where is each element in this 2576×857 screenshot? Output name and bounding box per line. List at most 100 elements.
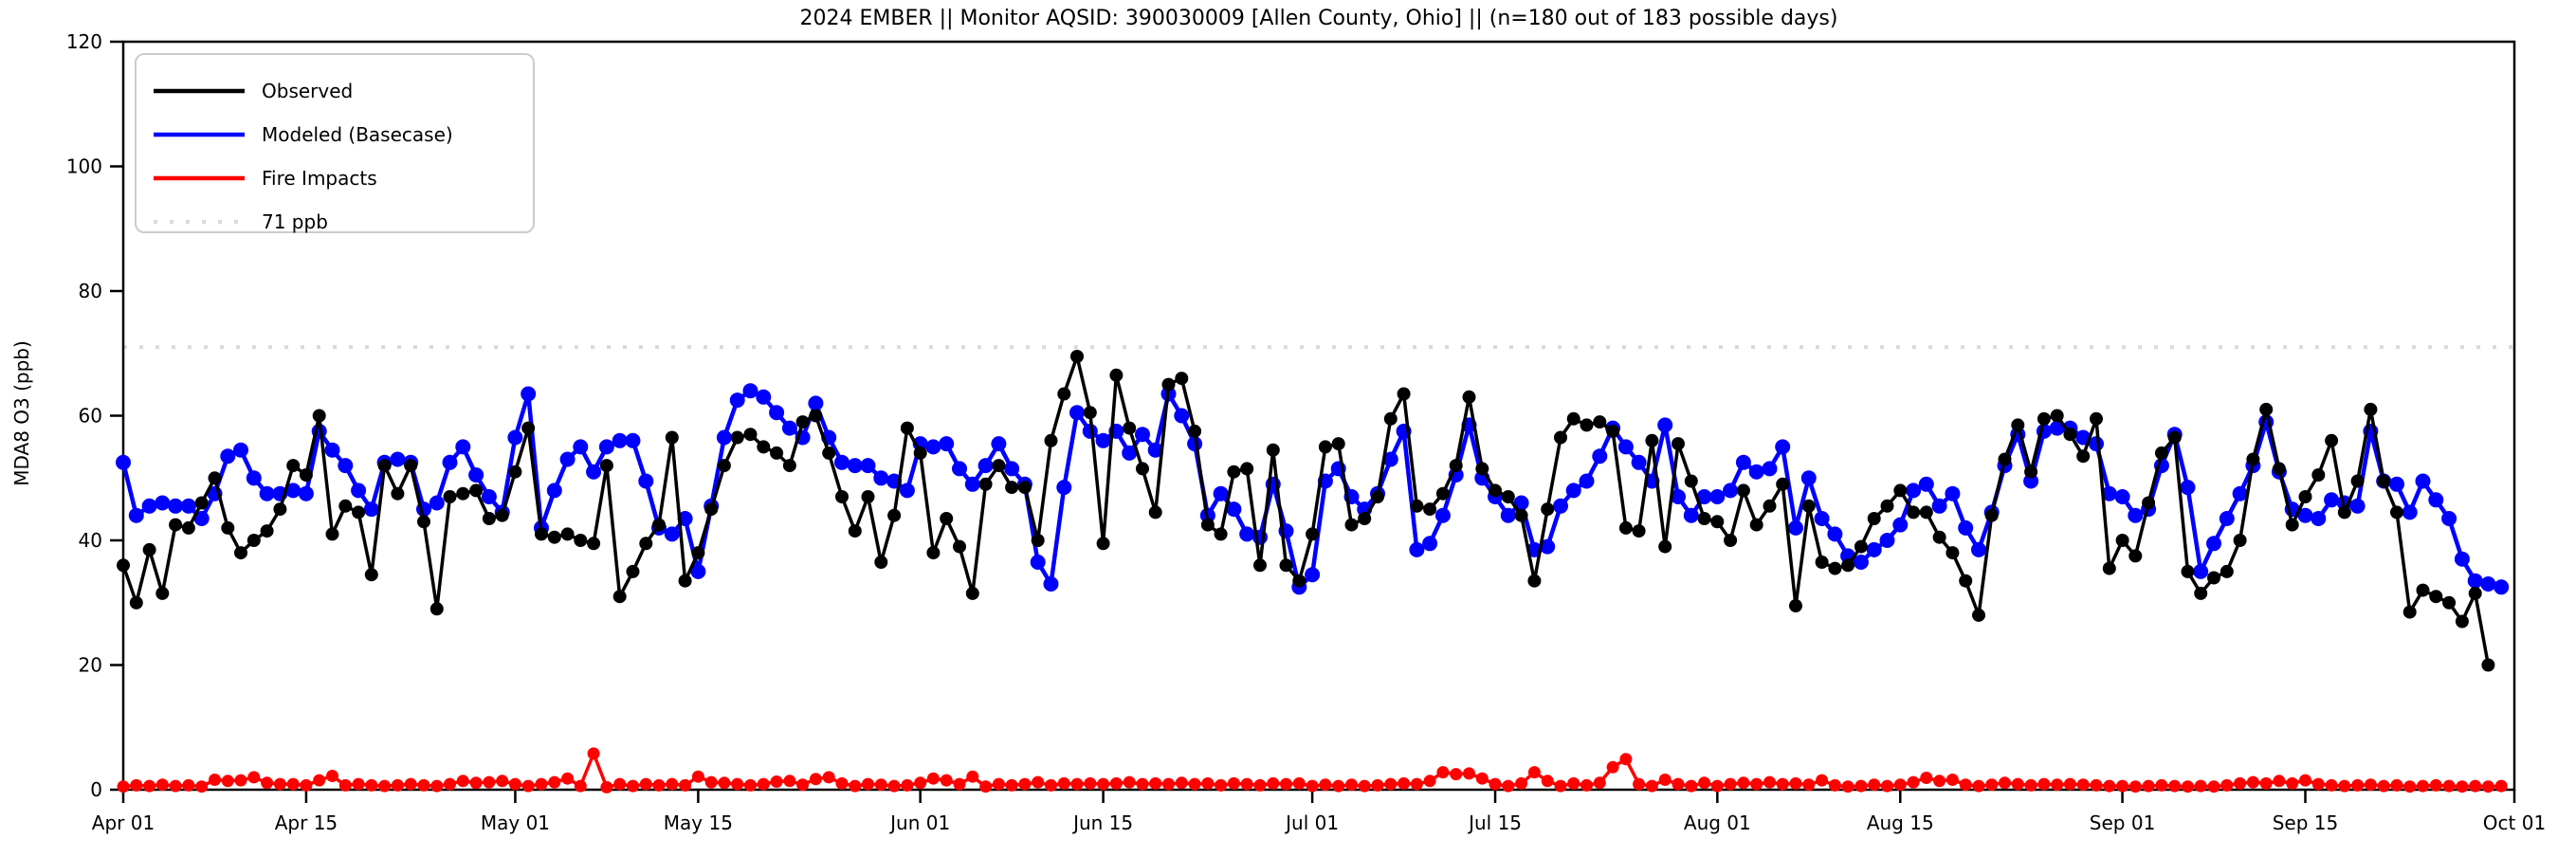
series-point-fire-impacts (1201, 776, 1215, 790)
series-point-fire-impacts (2417, 779, 2429, 793)
series-point-fire-impacts (169, 779, 182, 793)
series-point-modeled-basecase- (756, 389, 772, 405)
series-point-observed (1136, 462, 1149, 476)
series-point-fire-impacts (1292, 776, 1306, 790)
series-point-fire-impacts (535, 777, 548, 791)
series-point-observed (2024, 465, 2038, 479)
series-point-fire-impacts (2338, 779, 2351, 793)
series-point-fire-impacts (1593, 776, 1606, 790)
series-point-observed (299, 468, 313, 482)
series-point-observed (1475, 462, 1489, 476)
series-point-modeled-basecase- (1030, 555, 1046, 570)
series-point-observed (822, 446, 836, 460)
series-point-fire-impacts (1450, 768, 1463, 781)
series-point-fire-impacts (1567, 776, 1580, 790)
series-point-observed (1541, 502, 1555, 517)
series-point-fire-impacts (1724, 777, 1737, 791)
series-point-modeled-basecase- (324, 442, 340, 458)
series-point-fire-impacts (1398, 776, 1411, 790)
series-point-observed (1932, 530, 1946, 544)
x-tick-label: Sep 01 (2090, 811, 2156, 834)
series-point-observed (1240, 462, 1254, 476)
series-point-modeled-basecase- (2101, 485, 2117, 501)
series-point-fire-impacts (404, 777, 417, 791)
series-point-fire-impacts (1685, 779, 1698, 793)
series-point-fire-impacts (2024, 778, 2037, 792)
series-point-fire-impacts (2456, 780, 2469, 793)
series-point-observed (848, 524, 862, 538)
series-point-fire-impacts (1698, 776, 1711, 790)
series-point-observed (1253, 558, 1267, 573)
series-point-modeled-basecase- (873, 470, 889, 486)
series-point-fire-impacts (809, 773, 822, 786)
series-point-fire-impacts (561, 772, 575, 785)
series-point-fire-impacts (600, 780, 613, 793)
series-point-fire-impacts (2246, 775, 2259, 789)
series-point-fire-impacts (1972, 779, 1985, 793)
series-point-observed (364, 568, 378, 582)
series-point-fire-impacts (1097, 777, 1110, 791)
series-point-modeled-basecase- (363, 501, 379, 518)
series-point-modeled-basecase- (246, 470, 262, 486)
series-point-fire-impacts (1633, 777, 1646, 791)
series-point-observed (1684, 474, 1698, 488)
series-point-observed (521, 421, 536, 435)
series-point-modeled-basecase- (1918, 476, 1934, 492)
series-point-fire-impacts (2286, 776, 2299, 790)
series-point-modeled-basecase- (1434, 507, 1451, 523)
series-point-fire-impacts (953, 777, 966, 791)
series-point-fire-impacts (2011, 777, 2024, 791)
series-point-fire-impacts (1946, 774, 1959, 786)
series-point-modeled-basecase- (1565, 483, 1581, 499)
series-point-fire-impacts (940, 774, 953, 787)
y-tick-label: 100 (66, 155, 102, 178)
series-point-fire-impacts (1162, 777, 1175, 791)
series-point-fire-impacts (1933, 775, 1946, 788)
series-point-fire-impacts (247, 771, 261, 784)
series-point-observed (1279, 558, 1293, 573)
series-point-modeled-basecase- (952, 461, 967, 477)
series-point-modeled-basecase- (351, 483, 367, 499)
legend-fire-label: Fire Impacts (262, 167, 377, 190)
series-point-fire-impacts (352, 777, 365, 791)
series-point-modeled-basecase- (180, 498, 196, 514)
series-point-observed (1606, 424, 1620, 438)
series-point-fire-impacts (2481, 780, 2494, 793)
series-point-modeled-basecase- (1239, 526, 1255, 542)
series-point-observed (1828, 561, 1842, 575)
series-point-observed (1618, 520, 1633, 535)
series-point-observed (2194, 586, 2208, 600)
series-point-modeled-basecase- (1500, 507, 1516, 523)
series-point-fire-impacts (1959, 778, 1972, 792)
series-point-modeled-basecase- (729, 392, 745, 409)
series-point-observed (1397, 387, 1411, 401)
series-point-observed (1031, 534, 1045, 547)
legend-box (135, 53, 535, 233)
series-point-observed (1749, 518, 1763, 532)
series-point-observed (1044, 433, 1058, 447)
series-point-fire-impacts (209, 774, 221, 786)
series-point-observed (1815, 556, 1829, 569)
x-tick-label: Aug 01 (1684, 811, 1751, 834)
series-point-observed (247, 534, 261, 547)
series-point-fire-impacts (574, 779, 587, 793)
series-point-observed (795, 415, 810, 429)
series-point-modeled-basecase- (964, 476, 980, 492)
series-point-fire-impacts (300, 778, 313, 792)
y-axis-label: MDA8 O3 (ppb) (10, 340, 33, 486)
series-point-fire-impacts (338, 778, 352, 792)
series-point-observed (1501, 490, 1515, 503)
series-point-observed (1109, 368, 1124, 382)
series-point-observed (2377, 474, 2391, 488)
series-point-observed (1057, 387, 1071, 401)
series-point-fire-impacts (1893, 778, 1907, 792)
series-point-observed (208, 471, 222, 485)
series-point-fire-impacts (1710, 779, 1724, 793)
series-point-modeled-basecase- (2180, 480, 2196, 496)
series-point-fire-impacts (2128, 780, 2142, 793)
series-point-observed (1841, 558, 1855, 573)
series-point-modeled-basecase- (664, 526, 680, 542)
series-point-modeled-basecase- (1043, 576, 1059, 592)
series-point-modeled-basecase- (1553, 498, 1568, 514)
series-point-modeled-basecase- (2454, 551, 2470, 567)
